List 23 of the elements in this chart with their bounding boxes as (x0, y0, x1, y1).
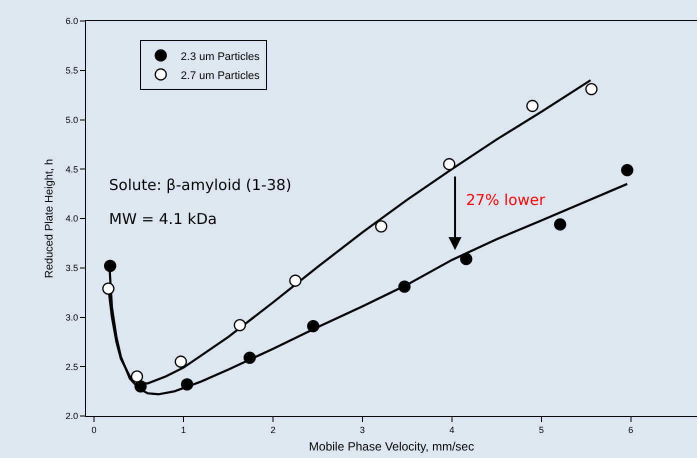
y-tick-label: 5.5 (66, 66, 78, 76)
annotation: 27% lower (466, 191, 546, 209)
y-tick-label: 2.5 (66, 362, 78, 372)
annotation: MW = 4.1 kDa (109, 210, 217, 228)
legend-label: 2.3 um Particles (180, 50, 260, 63)
x-tick-label: 2 (270, 424, 276, 435)
annotation: Solute: β-amyloid (1-38) (109, 176, 292, 194)
y-tick-label: 3.5 (66, 263, 78, 274)
x-tick-label: 6 (628, 424, 634, 435)
y-tick-label: 3.0 (66, 312, 78, 322)
y-tick-label: 5.0 (66, 114, 78, 125)
y-axis-title: Reduced Plate Height, h (43, 158, 56, 278)
x-tick-label: 5 (538, 424, 544, 435)
x-axis-title: Mobile Phase Velocity, mm/sec (308, 440, 474, 454)
y-tick-label: 6.0 (66, 16, 78, 26)
x-tick-label: 3 (360, 424, 365, 435)
legend-label: 2.7 um Particles (180, 70, 260, 82)
x-tick-label: 1 (181, 424, 186, 435)
x-tick-label: 4 (449, 424, 454, 435)
y-tick-label: 2.0 (66, 411, 78, 422)
x-tick-label: 0 (92, 424, 97, 435)
y-tick-label: 4.0 (66, 214, 78, 224)
y-tick-label: 4.5 (66, 164, 78, 174)
